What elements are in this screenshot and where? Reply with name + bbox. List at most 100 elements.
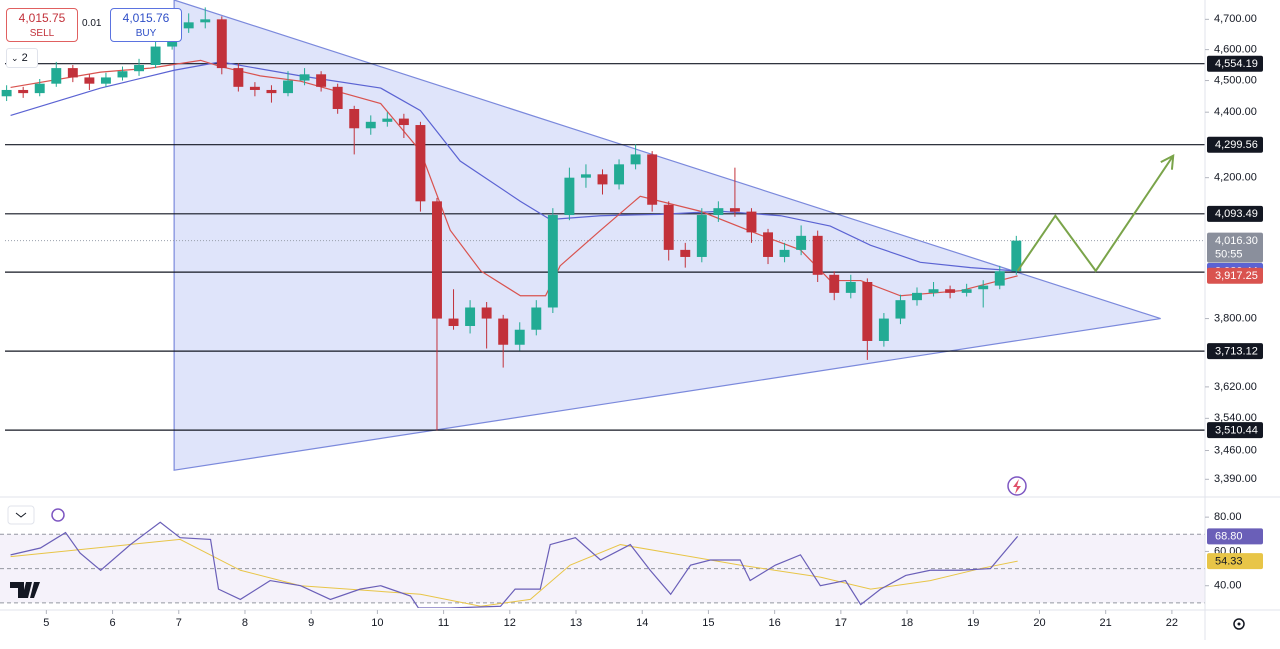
rsi-tick-label: 80.00 bbox=[1214, 511, 1242, 523]
rsi-tag-bg bbox=[1207, 528, 1263, 545]
candle-body bbox=[878, 318, 889, 341]
x-tick-label: 10 bbox=[371, 617, 383, 629]
candle-body bbox=[912, 292, 922, 301]
level-tag-bg bbox=[1207, 136, 1263, 153]
tv-logo bbox=[10, 582, 40, 598]
settings-icon[interactable] bbox=[1233, 618, 1245, 630]
price-pane bbox=[1, 0, 1205, 471]
x-tick-label: 9 bbox=[308, 617, 314, 629]
candle-body bbox=[481, 307, 492, 319]
candle-body bbox=[779, 249, 790, 257]
buy-price: 4,015.76 bbox=[122, 11, 170, 25]
candle-body bbox=[233, 68, 244, 87]
countdown: 50:55 bbox=[1215, 249, 1243, 261]
x-tick-label: 8 bbox=[242, 617, 248, 629]
candle-body bbox=[415, 125, 426, 202]
candle-body bbox=[34, 83, 45, 94]
candle-body bbox=[630, 154, 641, 165]
candle-body bbox=[316, 74, 327, 87]
x-tick-label: 5 bbox=[43, 617, 49, 629]
price-tag-bg bbox=[1207, 232, 1263, 263]
candle-body bbox=[746, 211, 757, 233]
candle-body bbox=[84, 77, 95, 84]
candle-body bbox=[845, 282, 856, 293]
sell-button[interactable]: 4,015.75 SELL bbox=[6, 8, 78, 42]
sell-label: SELL bbox=[29, 28, 55, 39]
y-tick-label: 4,600.00 bbox=[1214, 44, 1257, 56]
candle-body bbox=[647, 154, 658, 205]
y-tick-label: 4,200.00 bbox=[1214, 172, 1257, 184]
candle-body bbox=[928, 289, 939, 293]
candle-body bbox=[332, 86, 343, 109]
candle-body bbox=[349, 108, 360, 129]
candle-body bbox=[547, 215, 558, 308]
sell-price: 4,015.75 bbox=[18, 11, 66, 25]
x-tick-label: 14 bbox=[636, 617, 648, 629]
x-tick-label: 13 bbox=[570, 617, 582, 629]
candle-body bbox=[51, 68, 62, 84]
level-tag-bg bbox=[1207, 205, 1263, 222]
buy-button[interactable]: 4,015.76 BUY bbox=[110, 8, 182, 42]
candle-body bbox=[498, 318, 509, 345]
x-tick-label: 15 bbox=[702, 617, 714, 629]
candle-body bbox=[216, 19, 227, 69]
x-tick-label: 16 bbox=[769, 617, 781, 629]
candle-body bbox=[365, 121, 376, 129]
candle-body bbox=[117, 71, 128, 78]
x-tick-label: 18 bbox=[901, 617, 913, 629]
price-tag: 4,016.30 bbox=[1215, 235, 1258, 247]
candle-body bbox=[531, 307, 542, 330]
candle-body bbox=[398, 118, 409, 126]
candle-body bbox=[183, 22, 194, 29]
projection-arrow bbox=[1016, 155, 1175, 273]
level-tag-bg bbox=[1207, 343, 1263, 360]
y-tick-label: 3,620.00 bbox=[1214, 381, 1257, 393]
candle-body bbox=[829, 274, 840, 293]
candle-body bbox=[564, 177, 575, 216]
replay-icon bbox=[1007, 476, 1027, 496]
level-tag-bg bbox=[1207, 422, 1263, 439]
ma-tag-bg bbox=[1207, 267, 1263, 284]
candle-body bbox=[680, 249, 691, 257]
candle-body bbox=[729, 208, 740, 212]
y-tick-label: 4,500.00 bbox=[1214, 74, 1257, 86]
candle-body bbox=[266, 89, 277, 94]
candle-body bbox=[994, 271, 1005, 286]
rsi-ma-tag: 54.33 bbox=[1215, 556, 1243, 568]
level-tag: 4,093.49 bbox=[1215, 208, 1258, 220]
candle-body bbox=[713, 208, 724, 216]
x-tick-label: 22 bbox=[1166, 617, 1178, 629]
x-tick-label: 12 bbox=[504, 617, 516, 629]
candle-body bbox=[862, 282, 873, 341]
candle-body bbox=[100, 77, 111, 84]
candle-body bbox=[961, 289, 972, 293]
candle-body bbox=[812, 235, 823, 275]
candle-body bbox=[796, 235, 807, 250]
candle-body bbox=[580, 174, 591, 178]
quantity[interactable]: 0.01 bbox=[82, 18, 102, 29]
ma-tag: 3,917.25 bbox=[1215, 270, 1258, 282]
y-tick-label: 3,460.00 bbox=[1214, 444, 1257, 456]
candle-body bbox=[67, 68, 78, 78]
y-tick-label: 3,390.00 bbox=[1214, 473, 1257, 485]
x-tick-label: 19 bbox=[967, 617, 979, 629]
rsi-tick-label: 40.00 bbox=[1214, 580, 1242, 592]
y-tick-label: 3,540.00 bbox=[1214, 412, 1257, 424]
candle-body bbox=[763, 232, 773, 257]
pane-controls[interactable] bbox=[7, 505, 65, 525]
level-tag: 3,713.12 bbox=[1215, 346, 1258, 358]
rsi-line bbox=[10, 521, 1019, 608]
candle-body bbox=[945, 289, 956, 293]
x-tick-label: 17 bbox=[835, 617, 847, 629]
candle-body bbox=[299, 74, 310, 81]
candle-body bbox=[382, 118, 393, 122]
candle-body bbox=[597, 174, 608, 185]
candle-body bbox=[18, 89, 29, 94]
level-tag: 3,510.44 bbox=[1215, 425, 1258, 437]
arrow-head bbox=[1160, 153, 1175, 170]
candle-body bbox=[1, 89, 12, 97]
candle-body bbox=[448, 318, 459, 326]
x-tick-label: 7 bbox=[176, 617, 182, 629]
layers-dropdown[interactable]: ⌄ 2 bbox=[6, 48, 38, 68]
